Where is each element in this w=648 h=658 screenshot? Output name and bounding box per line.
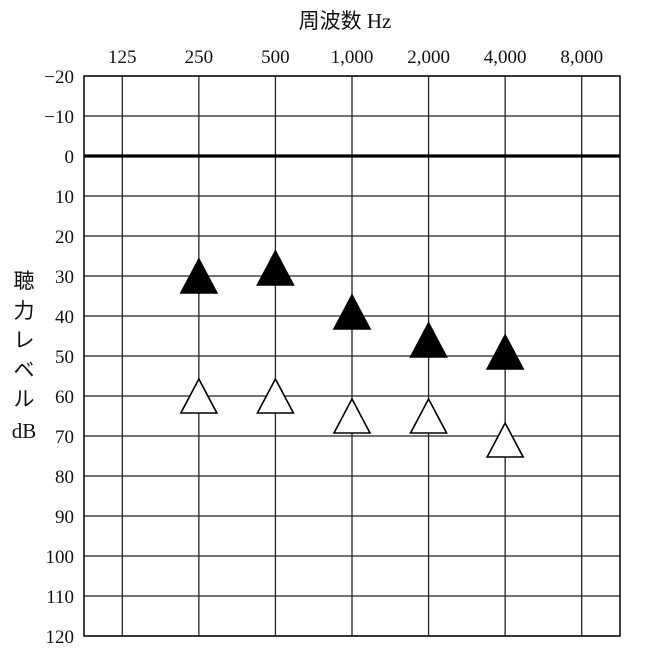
y-tick-labels: −20 −10 0 10 20 30 40 50 60 70 80 90 100 110 120: [44, 67, 74, 648]
y-tick-label: 60: [55, 387, 74, 408]
open-triangle-marker: [256, 377, 295, 414]
plot-frame: [83, 75, 621, 637]
chart-title: 周波数 Hz: [299, 9, 392, 33]
x-tick-label: 1,000: [331, 47, 374, 68]
filled-triangle-marker: [256, 249, 295, 286]
y-axis-label-char: dB: [12, 419, 37, 443]
y-axis-label-char: レ: [14, 328, 35, 352]
x-tick-labels: 125 250 500 1,000 2,000 4,000 8,000: [108, 47, 603, 68]
x-tick-label: 4,000: [484, 47, 527, 68]
open-triangle-marker: [332, 397, 372, 434]
y-tick-label: 120: [46, 627, 75, 648]
y-tick-label: 10: [55, 187, 74, 208]
x-tick-label: 2,000: [407, 47, 450, 68]
x-tick-label: 8,000: [560, 47, 603, 68]
y-axis-label-char: ベ: [14, 358, 35, 382]
y-axis-label-char: ル: [14, 387, 35, 411]
filled-triangle-marker: [332, 293, 372, 330]
y-tick-label: 50: [55, 347, 74, 368]
y-tick-label: 20: [55, 227, 74, 248]
y-tick-label: 100: [46, 547, 75, 568]
data-markers: [179, 249, 525, 458]
open-triangle-marker: [179, 377, 219, 414]
y-tick-label: 70: [55, 427, 74, 448]
open-triangle-marker: [409, 397, 448, 434]
y-tick-label: 40: [55, 307, 74, 328]
grid: [84, 75, 620, 637]
y-axis-label-char: 聴: [14, 269, 35, 293]
y-tick-label: −20: [44, 67, 74, 88]
y-tick-label: 90: [55, 507, 74, 528]
filled-triangle-marker: [485, 333, 525, 370]
y-tick-label: 110: [46, 587, 74, 608]
open-triangle-marker: [485, 421, 525, 458]
y-tick-label: 80: [55, 467, 74, 488]
filled-triangle-marker: [179, 257, 219, 294]
filled-triangle-marker: [409, 321, 448, 358]
y-axis-label-char: 力: [14, 299, 35, 323]
x-tick-label: 500: [261, 47, 290, 68]
y-tick-label: 0: [65, 147, 75, 168]
x-tick-label: 250: [185, 47, 214, 68]
x-tick-label: 125: [108, 47, 137, 68]
plot-border: [83, 75, 621, 637]
y-tick-label: −10: [44, 107, 74, 128]
y-tick-label: 30: [55, 267, 74, 288]
